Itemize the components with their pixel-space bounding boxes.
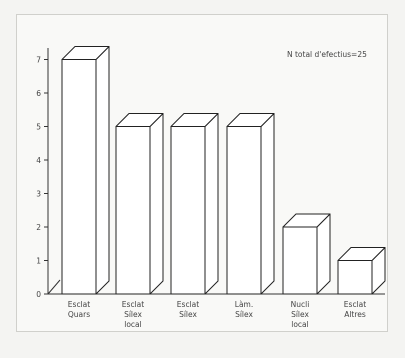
- bar-front-face: [170, 126, 206, 295]
- category-label: Esclat Sílex: [177, 300, 199, 319]
- bar-front-face: [115, 126, 151, 295]
- bar-side-face: [260, 113, 275, 295]
- bar-front-face: [282, 226, 318, 295]
- category-label: Esclat Quars: [68, 300, 90, 319]
- y-tick-label: 2: [36, 223, 41, 232]
- y-tick-label: 4: [36, 156, 41, 165]
- bar: [226, 113, 275, 295]
- bar-side-face: [95, 46, 110, 295]
- bar-front-face: [337, 260, 373, 295]
- bar-layer: [61, 46, 386, 295]
- bar: [337, 247, 386, 295]
- y-tick-label: 0: [36, 290, 41, 299]
- floor-left-edge: [47, 279, 61, 295]
- bar: [61, 46, 110, 295]
- category-label: Esclat Sílex local: [122, 300, 144, 329]
- category-label: Nucli Sílex local: [291, 300, 310, 329]
- y-tick-label: 3: [36, 190, 41, 199]
- bar-side-face: [149, 113, 164, 295]
- bar: [115, 113, 164, 295]
- y-tick-label: 7: [36, 56, 41, 65]
- category-label-layer: Esclat Quars Esclat Sílex local Esclat Sílex Là…: [68, 300, 366, 329]
- bar: [282, 213, 331, 295]
- bar-side-face: [204, 113, 219, 295]
- category-label: Esclat Altres: [344, 300, 366, 319]
- y-tick-label: 6: [36, 89, 41, 98]
- total-annotation: N total d'efectius=25: [287, 50, 367, 59]
- bar-side-face: [316, 213, 331, 295]
- bar-front-face: [61, 59, 97, 295]
- y-tick-layer: 0 1 2 3 4 5 6 7: [36, 56, 48, 299]
- category-label: Làm. Sílex: [235, 300, 254, 319]
- bar: [170, 113, 219, 295]
- axis-layer: [47, 48, 385, 295]
- y-tick-label: 5: [36, 123, 41, 132]
- y-tick-label: 1: [36, 257, 41, 266]
- bar-front-face: [226, 126, 262, 295]
